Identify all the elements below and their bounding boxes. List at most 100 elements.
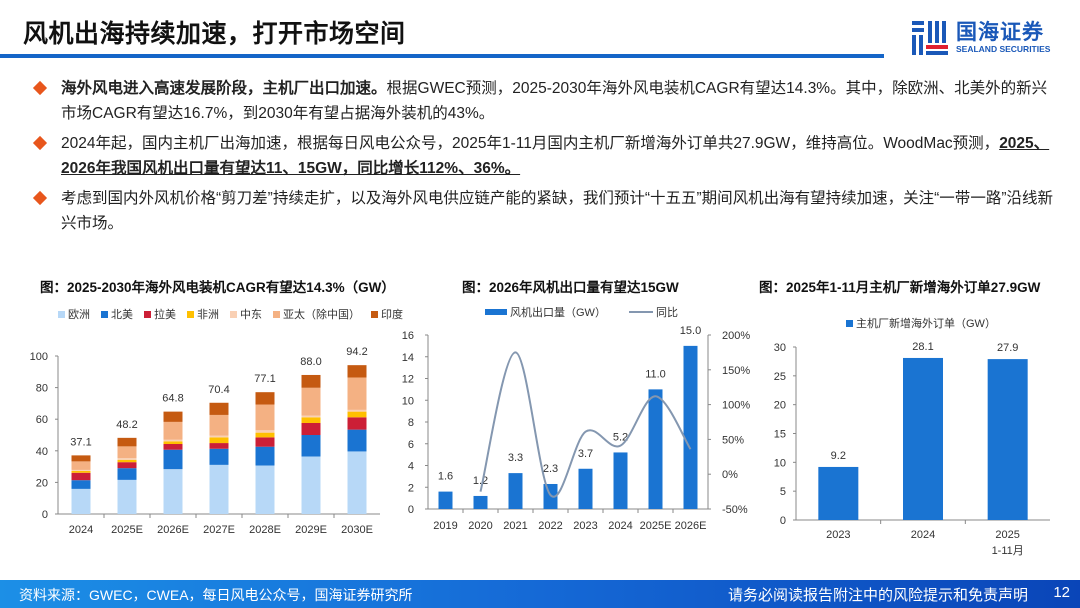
legend-item: 欧洲 bbox=[58, 306, 90, 322]
bar-segment bbox=[347, 365, 367, 378]
bullet-text: 根据GWEC预测，2025-2030年海外风电装机CAGR有望达14.3%。其中… bbox=[61, 80, 1048, 122]
legend-line-swatch bbox=[628, 311, 653, 313]
bar bbox=[818, 466, 859, 520]
bar-segment bbox=[117, 462, 137, 469]
bar bbox=[578, 468, 593, 509]
bar-segment bbox=[71, 472, 91, 481]
x-tick-label: 2028E bbox=[249, 524, 281, 536]
bar-segment bbox=[347, 411, 367, 418]
bar-segment bbox=[71, 470, 91, 473]
bar-segment bbox=[209, 435, 229, 438]
bar-segment bbox=[209, 464, 229, 514]
legend-label: 印度 bbox=[381, 309, 403, 321]
legend-swatch bbox=[187, 310, 194, 318]
y-tick-label: 40 bbox=[36, 446, 48, 458]
bar-segment bbox=[117, 459, 137, 463]
legend-label: 非洲 bbox=[197, 309, 219, 321]
bar-segment bbox=[209, 437, 229, 444]
x-tick-label: 2024 bbox=[911, 529, 935, 541]
bar-segment bbox=[71, 488, 91, 514]
bar-segment bbox=[301, 456, 321, 514]
y-tick-label-left: 14 bbox=[402, 352, 414, 364]
legend-label: 北美 bbox=[111, 309, 133, 321]
bar-value-label: 11.0 bbox=[645, 368, 666, 380]
y-tick-label-right: 50% bbox=[722, 434, 744, 446]
legend-label: 风机出口量（GW） bbox=[510, 307, 606, 319]
bar-segment bbox=[71, 469, 91, 471]
bar-segment bbox=[255, 446, 275, 466]
x-tick-label: 1-11月 bbox=[992, 545, 1024, 557]
x-tick-label: 2029E bbox=[295, 524, 327, 536]
bar-segment bbox=[255, 392, 275, 405]
y-tick-label-left: 8 bbox=[408, 417, 414, 429]
y-tick-label: 15 bbox=[774, 429, 786, 441]
bar bbox=[648, 389, 663, 509]
y-tick-label-right: 150% bbox=[722, 365, 750, 377]
bullet-text: 考虑到国内外风机价格“剪刀差”持续走扩，以及海外风电供应链产能的紧缺，我们预计“… bbox=[61, 190, 1053, 232]
y-tick-label: 100 bbox=[30, 351, 48, 363]
chart3-legend: 主机厂新增海外订单（GW） bbox=[846, 315, 1007, 331]
bar-segment bbox=[347, 451, 367, 514]
x-tick-label: 2024 bbox=[608, 520, 632, 532]
x-tick-label: 2025 bbox=[995, 529, 1019, 541]
y-tick-label: 25 bbox=[774, 371, 786, 383]
legend-label: 亚太（除中国） bbox=[283, 309, 360, 321]
bar bbox=[903, 357, 943, 520]
x-tick-label: 2024 bbox=[69, 524, 93, 536]
y-tick-label-right: 200% bbox=[722, 330, 750, 342]
chart1-stacked-bar: 0 20 40 60 80 100 37.1 2024 48.2 2025E 64.8 2026E 70… bbox=[30, 346, 380, 536]
legend-label: 同比 bbox=[655, 307, 678, 319]
chart2-legend: 风机出口量（GW） 同比 bbox=[485, 304, 689, 320]
footer-bar: 资料来源：GWEC，CWEA，每日风电公众号，国海证券研究所 请务必阅读报告附注… bbox=[0, 580, 1080, 608]
bar-segment bbox=[347, 409, 367, 412]
legend-swatch bbox=[273, 310, 280, 318]
y-tick-label: 20 bbox=[774, 400, 786, 412]
legend-swatch bbox=[58, 310, 65, 318]
total-label: 37.1 bbox=[70, 436, 91, 448]
total-label: 88.0 bbox=[300, 356, 321, 368]
y-tick-label-left: 10 bbox=[402, 395, 414, 407]
bar-value-label: 3.7 bbox=[578, 448, 593, 460]
legend-item: 亚太（除中国） bbox=[273, 306, 360, 322]
page-number: 12 bbox=[1053, 584, 1070, 601]
legend-swatch bbox=[485, 309, 507, 315]
bar-segment bbox=[255, 437, 275, 447]
legend-item: 拉美 bbox=[144, 306, 176, 322]
bar-segment bbox=[301, 374, 321, 388]
bar-value-label: 2.3 bbox=[543, 463, 558, 475]
bar-segment bbox=[163, 441, 183, 445]
legend-label: 中东 bbox=[240, 309, 262, 321]
bar-segment bbox=[301, 417, 321, 423]
yoy-line bbox=[479, 351, 692, 498]
bar-segment bbox=[71, 461, 91, 470]
bar-segment bbox=[117, 468, 137, 480]
bar-segment bbox=[347, 377, 367, 410]
diamond-bullet-icon bbox=[32, 135, 48, 151]
y-tick-label-left: 6 bbox=[408, 439, 414, 451]
x-tick-label: 2025E bbox=[111, 524, 143, 536]
y-tick-label: 0 bbox=[42, 509, 48, 521]
x-tick-label: 2030E bbox=[341, 524, 373, 536]
total-label: 48.2 bbox=[116, 419, 137, 431]
x-tick-label: 2022 bbox=[538, 520, 562, 532]
bar-segment bbox=[209, 448, 229, 465]
y-tick-label-left: 16 bbox=[402, 330, 414, 342]
bar-segment bbox=[347, 417, 367, 430]
disclaimer-text: 请务必阅读报告附注中的风险提示和免责声明 bbox=[727, 587, 1028, 604]
y-tick-label: 30 bbox=[774, 342, 786, 354]
bar-value-label: 1.6 bbox=[438, 471, 453, 483]
bar-value-label: 9.2 bbox=[831, 450, 846, 462]
x-tick-label: 2023 bbox=[573, 520, 597, 532]
legend-swatch bbox=[101, 310, 108, 318]
logo-chinese-name: 国海证券 bbox=[956, 20, 1044, 44]
total-label: 94.2 bbox=[346, 346, 367, 358]
y-tick-label: 20 bbox=[36, 477, 48, 489]
bar bbox=[473, 495, 488, 509]
total-label: 77.1 bbox=[254, 373, 275, 385]
bar-value-label: 3.3 bbox=[508, 452, 523, 464]
bar bbox=[508, 473, 523, 509]
y-tick-label-left: 4 bbox=[408, 461, 414, 473]
title-divider bbox=[0, 54, 884, 58]
total-label: 70.4 bbox=[208, 384, 229, 396]
bar-segment bbox=[209, 443, 229, 449]
